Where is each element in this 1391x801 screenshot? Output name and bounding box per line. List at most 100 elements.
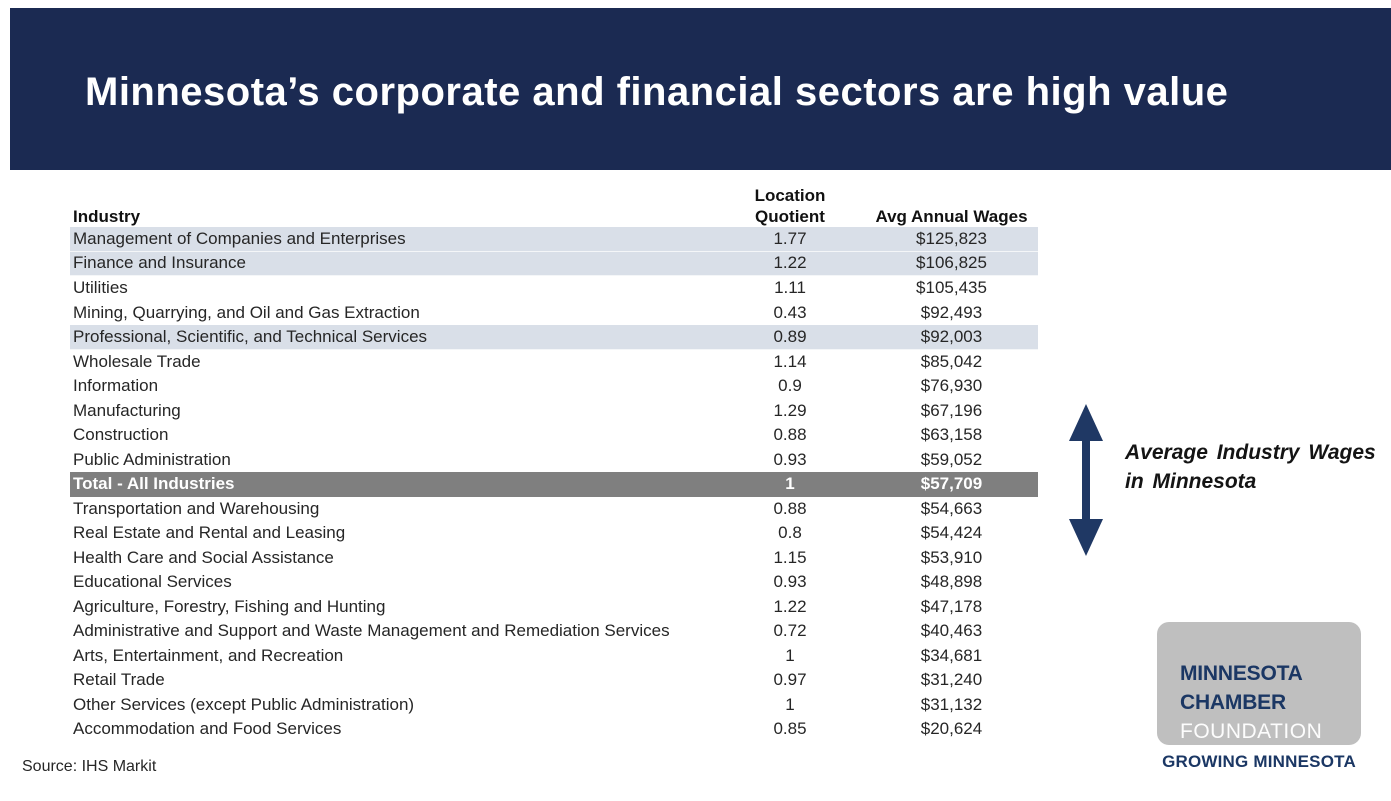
location-quotient-cell: 0.88	[773, 425, 807, 445]
table-row: Health Care and Social Assistance 1.15 $…	[70, 546, 1038, 571]
location-quotient-cell: 0.89	[773, 326, 807, 346]
location-quotient-cell: 1.22	[773, 596, 807, 616]
location-quotient-cell: 1	[785, 474, 795, 494]
industry-cell: Real Estate and Rental and Leasing	[73, 523, 346, 543]
industry-table-body: Management of Companies and Enterprises …	[70, 227, 1038, 742]
avg-wages-cell: $106,825	[916, 253, 987, 273]
table-row: Information 0.9 $76,930	[70, 374, 1038, 399]
location-quotient-cell: 0.88	[773, 498, 807, 518]
table-row: Manufacturing 1.29 $67,196	[70, 399, 1038, 424]
industry-cell: Total - All Industries	[73, 474, 235, 494]
table-row: Accommodation and Food Services 0.85 $20…	[70, 717, 1038, 742]
location-quotient-cell: 0.85	[773, 719, 807, 739]
avg-wages-cell: $76,930	[920, 376, 983, 396]
table-row: Finance and Insurance 1.22 $106,825	[70, 251, 1038, 276]
industry-cell: Management of Companies and Enterprises	[73, 228, 406, 248]
location-quotient-cell: 1	[785, 694, 795, 714]
industry-cell: Public Administration	[73, 449, 231, 469]
table-row: Agriculture, Forestry, Fishing and Hunti…	[70, 595, 1038, 620]
col-header-location-line: Location	[754, 186, 826, 205]
logo-line-minnesota: MINNESOTA	[1180, 662, 1303, 685]
avg-wages-cell: $47,178	[920, 596, 983, 616]
industry-cell: Finance and Insurance	[73, 253, 246, 273]
col-header-location-quotient: Location Quotient	[715, 185, 865, 227]
logo-line-chamber: CHAMBER	[1180, 691, 1286, 714]
table-row: Management of Companies and Enterprises …	[70, 227, 1038, 252]
avg-wages-cell: $34,681	[920, 645, 983, 665]
avg-wages-cell: $105,435	[916, 278, 987, 298]
annotation-average-wages: Average Industry Wages in Minnesota	[1125, 438, 1385, 496]
mn-chamber-foundation-logo: MINNESOTA CHAMBER FOUNDATION	[1157, 622, 1361, 745]
avg-wages-cell: $92,493	[920, 302, 983, 322]
table-header: Industry Location Quotient Avg Annual Wa…	[70, 176, 1038, 227]
industry-cell: Health Care and Social Assistance	[73, 547, 334, 567]
logo-line-foundation: FOUNDATION	[1180, 720, 1323, 743]
avg-wages-cell: $59,052	[920, 449, 983, 469]
table-row: Retail Trade 0.97 $31,240	[70, 668, 1038, 693]
table-row: Utilities 1.11 $105,435	[70, 276, 1038, 301]
table-row: Mining, Quarrying, and Oil and Gas Extra…	[70, 301, 1038, 326]
avg-wages-cell: $31,240	[920, 670, 983, 690]
avg-wages-cell: $53,910	[920, 547, 983, 567]
avg-wages-cell: $31,132	[920, 694, 983, 714]
location-quotient-cell: 0.43	[773, 302, 807, 322]
industry-cell: Manufacturing	[73, 400, 181, 420]
location-quotient-cell: 1.11	[774, 278, 806, 298]
location-quotient-cell: 0.72	[773, 621, 807, 641]
industry-cell: Mining, Quarrying, and Oil and Gas Extra…	[73, 302, 420, 322]
page-title: Minnesota’s corporate and financial sect…	[85, 69, 1229, 114]
industry-cell: Wholesale Trade	[73, 351, 201, 371]
location-quotient-cell: 0.9	[778, 376, 802, 396]
industry-cell: Information	[73, 376, 159, 396]
avg-wages-cell: $85,042	[920, 351, 983, 371]
avg-wages-cell: $63,158	[920, 425, 983, 445]
location-quotient-cell: 1	[785, 645, 795, 665]
avg-wages-cell: $40,463	[920, 621, 983, 641]
location-quotient-cell: 1.22	[773, 253, 807, 273]
table-row: Professional, Scientific, and Technical …	[70, 325, 1038, 350]
avg-wages-cell: $20,624	[920, 719, 983, 739]
industry-cell: Educational Services	[73, 572, 232, 592]
table-row: Other Services (except Public Administra…	[70, 693, 1038, 718]
industry-cell: Retail Trade	[73, 670, 165, 690]
industry-cell: Other Services (except Public Administra…	[73, 694, 415, 714]
location-quotient-cell: 0.8	[778, 523, 802, 543]
avg-wages-cell: $125,823	[916, 228, 987, 248]
table-row: Wholesale Trade 1.14 $85,042	[70, 350, 1038, 375]
source-note: Source: IHS Markit	[22, 758, 157, 775]
title-banner: Minnesota’s corporate and financial sect…	[10, 8, 1391, 170]
location-quotient-cell: 0.93	[773, 449, 807, 469]
table-row: Public Administration 0.93 $59,052	[70, 448, 1038, 473]
industry-cell: Transportation and Warehousing	[73, 498, 320, 518]
table-row: Arts, Entertainment, and Recreation 1 $3…	[70, 644, 1038, 669]
table-row: Administrative and Support and Waste Man…	[70, 619, 1038, 644]
industry-cell: Professional, Scientific, and Technical …	[73, 326, 428, 346]
table-row: Construction 0.88 $63,158	[70, 423, 1038, 448]
table-row: Educational Services 0.93 $48,898	[70, 570, 1038, 595]
avg-wages-cell: $54,424	[920, 523, 983, 543]
col-header-avg-wages: Avg Annual Wages	[875, 207, 1028, 226]
location-quotient-cell: 1.77	[773, 228, 807, 248]
industry-cell: Construction	[73, 425, 169, 445]
location-quotient-cell: 0.93	[773, 572, 807, 592]
industry-cell: Arts, Entertainment, and Recreation	[73, 645, 344, 665]
location-quotient-cell: 1.15	[773, 547, 807, 567]
avg-wages-cell: $54,663	[920, 498, 983, 518]
location-quotient-cell: 1.14	[773, 351, 807, 371]
table-row: Total - All Industries 1 $57,709	[70, 472, 1038, 497]
industry-cell: Accommodation and Food Services	[73, 719, 342, 739]
col-header-industry: Industry	[73, 207, 141, 226]
industry-cell: Agriculture, Forestry, Fishing and Hunti…	[73, 596, 386, 616]
industry-table: Industry Location Quotient Avg Annual Wa…	[70, 176, 1038, 742]
avg-wages-cell: $92,003	[920, 326, 983, 346]
industry-cell: Utilities	[73, 278, 128, 298]
table-row: Transportation and Warehousing 0.88 $54,…	[70, 497, 1038, 522]
avg-wages-cell: $48,898	[920, 572, 983, 592]
logo-tagline: GROWING MINNESOTA	[1162, 752, 1356, 771]
annotation-line-2: in Minnesota	[1125, 470, 1257, 493]
col-header-quotient-line: Quotient	[755, 207, 825, 226]
avg-wages-cell: $57,709	[920, 474, 983, 494]
table-row: Real Estate and Rental and Leasing 0.8 $…	[70, 521, 1038, 546]
location-quotient-cell: 1.29	[773, 400, 807, 420]
